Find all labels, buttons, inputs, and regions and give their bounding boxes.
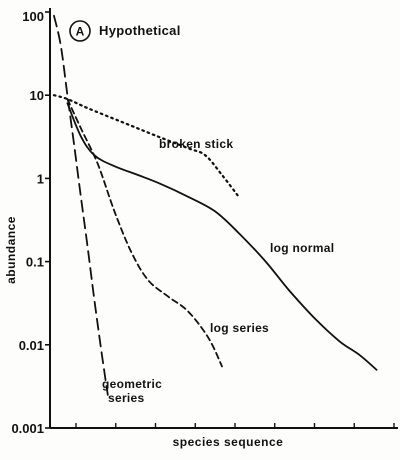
tick-group: 0.001 0.01 0.1 1 10 100 bbox=[11, 9, 395, 436]
label-geometric-series-line1: geometric bbox=[102, 377, 162, 391]
y-axis-title: abundance bbox=[4, 216, 18, 284]
panel-letter: A bbox=[76, 25, 85, 39]
panel-marker-circle bbox=[69, 20, 91, 42]
curve-broken-stick bbox=[52, 94, 240, 198]
axes bbox=[49, 8, 398, 429]
curve-group bbox=[52, 14, 378, 396]
label-broken-stick: broken stick bbox=[159, 137, 233, 151]
label-log-series: log series bbox=[210, 321, 269, 335]
chart-title: Hypothetical bbox=[99, 23, 181, 38]
curve-geometric-series bbox=[53, 14, 109, 396]
y-tick-label: 0.01 bbox=[19, 338, 44, 353]
curve-log-series bbox=[66, 98, 223, 368]
curve-log-normal bbox=[66, 102, 378, 371]
x-axis-title: species sequence bbox=[173, 435, 284, 449]
label-geometric-series-line2: series bbox=[108, 391, 145, 405]
label-log-normal: log normal bbox=[270, 241, 334, 255]
y-tick-label: 10 bbox=[30, 88, 44, 103]
y-tick-label: 100 bbox=[22, 9, 44, 24]
y-tick-label: 0.1 bbox=[26, 255, 44, 270]
y-tick-label: 0.001 bbox=[11, 421, 44, 436]
y-tick-label: 1 bbox=[37, 171, 44, 186]
